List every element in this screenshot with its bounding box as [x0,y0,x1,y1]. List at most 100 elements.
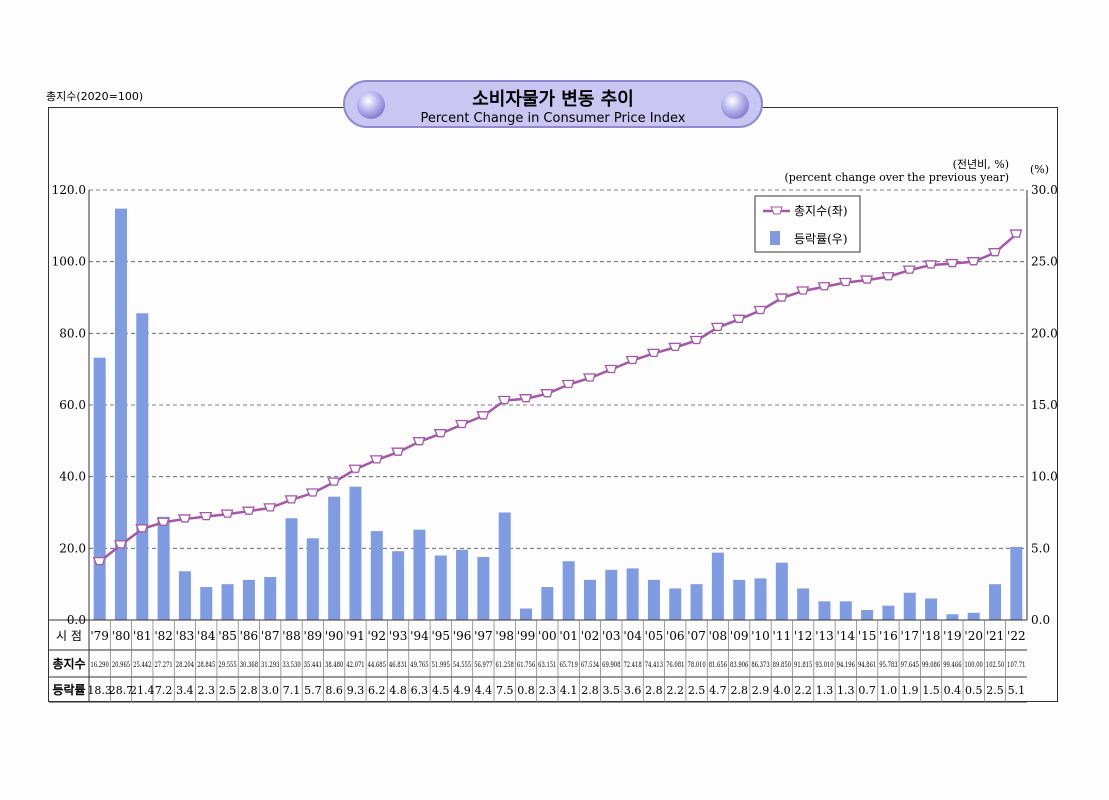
index-cell: 78.010 [687,661,705,669]
index-point-marker [220,509,234,518]
index-cell: 93.010 [815,661,833,669]
year-label: '01 [559,629,578,643]
year-label: '93 [389,629,408,643]
index-point-marker [860,275,873,284]
index-cell: 27.271 [154,661,172,669]
rate-bar [541,587,554,620]
rate-cell: 4.9 [453,684,471,697]
rate-bar [242,579,255,620]
year-label: '22 [1007,629,1026,643]
left-tick-label: 120.0 [52,183,86,197]
rate-cell: 2.5 [688,684,706,697]
index-cell: 86.373 [751,661,769,669]
year-label: '95 [431,629,450,643]
index-point-marker [988,248,1001,257]
rate-bar [797,588,810,620]
index-cell: 29.555 [218,661,236,669]
rate-cell: 2.3 [539,684,557,697]
index-point-marker [305,488,319,497]
index-point-marker [391,447,404,456]
rate-bar [861,609,874,620]
rate-bar [775,562,788,620]
rate-bar [477,556,490,620]
title-banner: 소비자물가 변동 추이 Percent Change in Consumer P… [343,80,763,128]
year-label: '04 [623,629,642,643]
index-cell: 107.71 [1007,661,1025,669]
year-label: '83 [176,629,195,643]
right-tick-label: 30.0 [1031,183,1058,197]
rate-cell: 1.9 [901,684,919,697]
rate-bar [434,555,447,620]
index-cell: 44.685 [368,661,386,669]
year-label: '86 [240,629,259,643]
orb-decoration-left [357,91,385,119]
index-point-marker [646,348,660,358]
index-point-marker [113,540,127,549]
rate-bar [946,614,959,620]
rate-bar [733,579,746,620]
index-point-marker [902,265,916,274]
index-point-marker [881,272,895,281]
index-point-marker [92,556,106,566]
left-tick-label: 100.0 [52,255,86,269]
index-point-marker [241,506,255,515]
rate-cell: 7.1 [283,684,301,697]
index-cell: 25.442 [133,661,151,669]
rate-bar [221,584,234,620]
rate-bar [328,496,341,620]
year-label: '98 [495,629,514,643]
index-cell: 31.293 [261,661,279,669]
rate-bar [925,598,938,620]
rate-cell: 1.3 [837,684,855,697]
rate-bar [392,551,405,620]
index-point-marker [774,293,788,302]
rate-bar [114,208,127,620]
index-cell: 49.765 [410,661,428,669]
rate-bar [583,579,596,620]
index-point-marker [689,335,703,345]
year-label: '80 [112,629,131,643]
rate-bar [903,592,916,620]
rate-cell: 2.8 [730,684,748,697]
year-label: '18 [922,629,941,643]
rate-cell: 1.5 [922,684,940,697]
index-cell: 28.845 [197,661,215,669]
index-cell: 94.196 [837,661,856,669]
index-point-marker [177,514,191,523]
year-label: '81 [133,629,152,643]
index-cell: 33.530 [282,661,300,669]
year-label: '09 [730,629,749,643]
rate-bar [370,531,383,620]
year-label: '90 [325,629,344,643]
year-label: '21 [986,629,1005,643]
rate-bar [498,512,511,620]
index-point-marker [817,282,831,291]
rate-bar [605,569,618,620]
index-point-marker [433,429,447,438]
right-axis-note-en: (percent change over the previous year) [784,171,1009,184]
rate-bar [157,516,170,620]
index-cell: 51.995 [432,661,450,669]
index-cell: 94.861 [858,661,876,669]
orb-decoration-right [721,91,749,119]
rate-bar [178,571,191,620]
index-point-marker [284,495,298,504]
left-tick-label: 20.0 [59,541,86,555]
rate-cell: 3.0 [261,684,279,697]
table-label-rate: 등락률 [52,683,85,697]
year-label: '82 [154,629,173,643]
year-label: '00 [538,629,557,643]
rate-cell: 21.4 [130,684,155,697]
index-cell: 30.368 [240,661,258,669]
rate-cell: 0.8 [517,684,535,697]
index-point-marker [966,257,980,266]
index-cell: 63.151 [538,661,556,669]
index-cell: 65.719 [560,661,578,669]
right-tick-label: 10.0 [1031,470,1058,484]
year-label: '10 [751,629,770,643]
year-label: '12 [794,629,813,643]
right-tick-label: 5.0 [1031,541,1050,555]
year-label: '94 [410,629,429,643]
year-label: '07 [687,629,706,643]
rate-bar [93,357,106,620]
